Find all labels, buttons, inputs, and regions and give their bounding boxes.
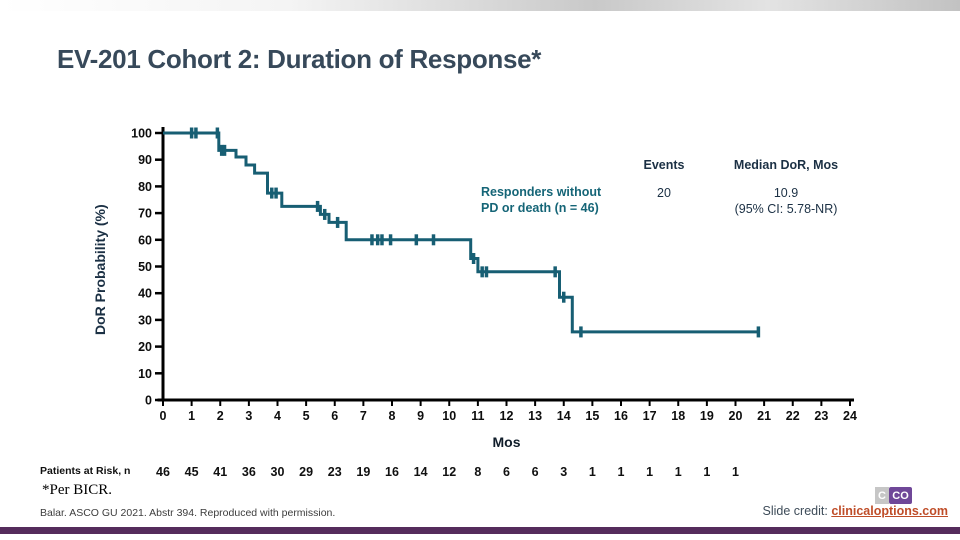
risk-value: 12 <box>442 465 456 479</box>
risk-value: 1 <box>646 465 653 479</box>
risk-value: 3 <box>560 465 567 479</box>
slide-credit-link[interactable]: clinicaloptions.com <box>831 504 948 518</box>
y-tick-label: 80 <box>138 180 152 194</box>
risk-value: 1 <box>589 465 596 479</box>
x-tick-label: 21 <box>757 409 771 423</box>
x-tick-label: 23 <box>814 409 828 423</box>
legend-events-value: 20 <box>657 186 671 200</box>
slide-credit: Slide credit: clinicaloptions.com <box>763 504 948 518</box>
y-tick-label: 0 <box>145 394 152 408</box>
x-tick-label: 4 <box>274 409 281 423</box>
x-tick-label: 7 <box>360 409 367 423</box>
y-tick-label: 40 <box>138 287 152 301</box>
y-tick-label: 70 <box>138 207 152 221</box>
x-axis-title: Mos <box>492 434 521 450</box>
risk-value: 1 <box>732 465 739 479</box>
cco-logo: C CO <box>875 487 912 504</box>
legend-series-label-line2: PD or death (n = 46) <box>481 201 599 215</box>
risk-value: 29 <box>299 465 313 479</box>
risk-value: 30 <box>271 465 285 479</box>
risk-value: 36 <box>242 465 256 479</box>
x-tick-label: 20 <box>729 409 743 423</box>
risk-value: 1 <box>618 465 625 479</box>
legend-header-events: Events <box>643 158 685 172</box>
reference-citation: Balar. ASCO GU 2021. Abstr 394. Reproduc… <box>40 507 336 519</box>
risk-value: 8 <box>474 465 481 479</box>
risk-value: 1 <box>675 465 682 479</box>
footnote-per-bicr: *Per BICR. <box>42 482 113 498</box>
slide-credit-label: Slide credit: <box>762 504 828 518</box>
legend-series-label: Responders without PD or death (n = 46) <box>481 184 641 216</box>
y-tick-label: 20 <box>138 340 152 354</box>
legend-series-label-line1: Responders without <box>481 185 602 199</box>
x-tick-label: 5 <box>303 409 310 423</box>
y-tick-label: 30 <box>138 313 152 327</box>
x-tick-label: 19 <box>700 409 714 423</box>
x-tick-label: 13 <box>528 409 542 423</box>
x-tick-label: 18 <box>671 409 685 423</box>
x-tick-label: 3 <box>245 409 252 423</box>
y-tick-label: 10 <box>138 367 152 381</box>
km-curve <box>163 131 759 334</box>
x-tick-label: 14 <box>557 409 571 423</box>
x-tick-label: 15 <box>585 409 599 423</box>
x-tick-label: 1 <box>188 409 195 423</box>
risk-value: 16 <box>385 465 399 479</box>
x-tick-label: 11 <box>471 409 484 423</box>
x-tick-label: 22 <box>786 409 800 423</box>
x-tick-label: 12 <box>500 409 514 423</box>
cco-logo-part2: CO <box>889 487 912 504</box>
x-tick-label: 8 <box>389 409 396 423</box>
x-tick-label: 17 <box>643 409 657 423</box>
x-tick-label: 24 <box>843 409 857 423</box>
legend-header-median: Median DoR, Mos <box>733 158 839 172</box>
x-tick-label: 16 <box>614 409 628 423</box>
patients-at-risk-label: Patients at Risk, n <box>40 465 131 477</box>
x-tick-label: 2 <box>217 409 224 423</box>
x-tick-label: 9 <box>417 409 424 423</box>
bottom-purple-bar <box>0 527 960 534</box>
risk-value: 14 <box>414 465 428 479</box>
y-tick-label: 50 <box>138 260 152 274</box>
y-tick-label: 100 <box>131 127 152 141</box>
y-tick-label: 90 <box>138 153 152 167</box>
risk-value: 41 <box>213 465 227 479</box>
risk-value: 45 <box>185 465 199 479</box>
page-title: EV-201 Cohort 2: Duration of Response* <box>57 44 542 74</box>
y-tick-label: 60 <box>138 233 152 247</box>
x-tick-label: 0 <box>160 409 167 423</box>
risk-value: 1 <box>703 465 710 479</box>
risk-value: 19 <box>356 465 370 479</box>
risk-value: 6 <box>532 465 539 479</box>
legend-median-ci: (95% CI: 5.78-NR) <box>734 202 838 216</box>
risk-value: 23 <box>328 465 342 479</box>
top-gradient-bar <box>0 0 960 11</box>
risk-value: 46 <box>156 465 170 479</box>
risk-value: 6 <box>503 465 510 479</box>
x-tick-label: 6 <box>331 409 338 423</box>
legend-median-value: 10.9 <box>773 186 799 200</box>
x-tick-label: 10 <box>442 409 456 423</box>
cco-logo-part1: C <box>875 487 889 504</box>
